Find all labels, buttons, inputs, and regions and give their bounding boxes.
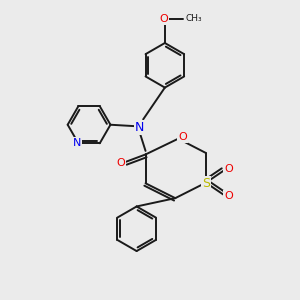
Text: O: O [224,191,233,201]
Text: O: O [160,14,168,24]
Text: N: N [73,138,81,148]
Text: S: S [202,177,211,190]
Text: CH₃: CH₃ [185,14,202,23]
Text: O: O [178,132,187,142]
Text: O: O [224,164,233,174]
Text: O: O [116,158,125,168]
Text: N: N [135,121,144,134]
